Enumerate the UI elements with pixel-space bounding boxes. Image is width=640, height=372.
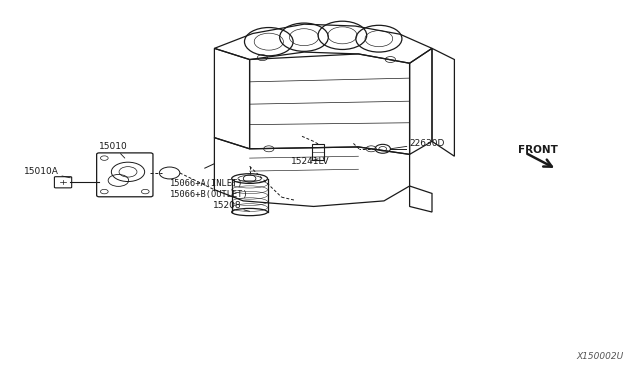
Text: 15208: 15208 bbox=[212, 201, 250, 211]
Text: 15241LV: 15241LV bbox=[291, 157, 330, 166]
Text: 15010A: 15010A bbox=[24, 167, 70, 178]
Text: 22630D: 22630D bbox=[390, 139, 445, 149]
Text: FRONT: FRONT bbox=[518, 145, 558, 154]
Text: X150002U: X150002U bbox=[577, 352, 624, 361]
Text: 15066+A(INLET)
15066+B(OUTLET): 15066+A(INLET) 15066+B(OUTLET) bbox=[170, 179, 248, 199]
Text: 15010: 15010 bbox=[99, 142, 128, 158]
